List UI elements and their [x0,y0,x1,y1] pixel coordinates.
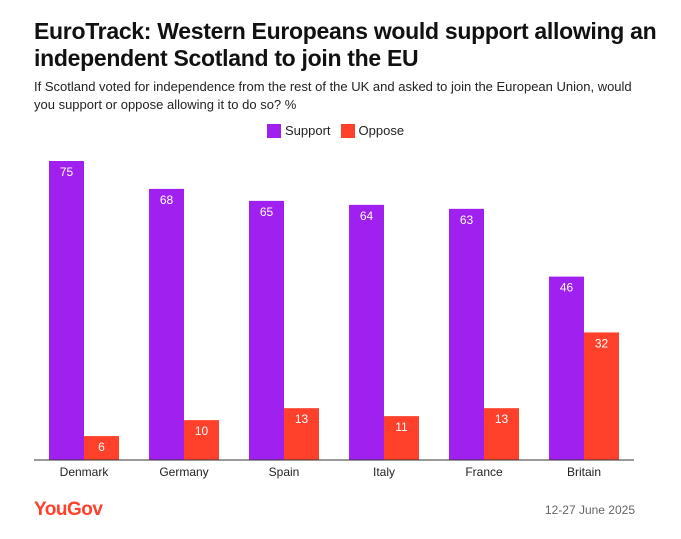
chart-title: EuroTrack: Western Europeans would suppo… [34,18,657,71]
data-label-oppose-germany: 10 [195,424,209,438]
yougov-logo: YouGov [34,499,103,520]
data-label-oppose-france: 13 [495,412,509,426]
bar-oppose-denmark [84,436,119,460]
legend-label-oppose: Oppose [358,123,405,138]
bar-oppose-spain [284,408,319,460]
data-label-oppose-spain: 13 [295,412,309,426]
bar-support-france [449,208,484,460]
bar-support-italy [349,204,384,460]
bar-oppose-italy [384,416,419,460]
bar-support-spain [249,200,284,460]
x-tick-label-denmark: Denmark [60,465,110,479]
data-label-support-spain: 65 [260,205,274,219]
x-tick-label-spain: Spain [269,465,300,479]
data-label-oppose-denmark: 6 [98,440,105,454]
data-label-support-italy: 64 [360,209,374,223]
legend-item-oppose: Oppose [340,123,405,138]
bar-support-germany [149,188,184,460]
x-tick-label-britain: Britain [567,465,601,479]
x-tick-label-france: France [465,465,503,479]
bar-support-denmark [49,161,84,460]
x-tick-label-italy: Italy [373,465,395,479]
data-label-support-germany: 68 [160,193,174,207]
data-label-oppose-italy: 11 [395,420,408,434]
bar-support-britain [549,276,584,460]
legend: Support Oppose [267,123,414,138]
legend-item-support: Support [267,123,331,138]
chart-subtitle: If Scotland voted for independence from … [34,79,632,112]
bar-oppose-germany [184,420,219,460]
data-label-support-britain: 46 [560,281,574,295]
data-label-support-france: 63 [460,213,474,227]
legend-swatch-support [267,123,281,138]
bar-oppose-britain [584,332,619,460]
bar-oppose-france [484,408,519,460]
data-label-oppose-britain: 32 [595,336,609,350]
legend-swatch-oppose [340,123,355,138]
x-tick-label-germany: Germany [159,465,208,479]
fieldwork-date: 12-27 June 2025 [544,503,635,517]
data-label-support-denmark: 75 [60,165,74,179]
legend-label-support: Support [285,123,331,138]
